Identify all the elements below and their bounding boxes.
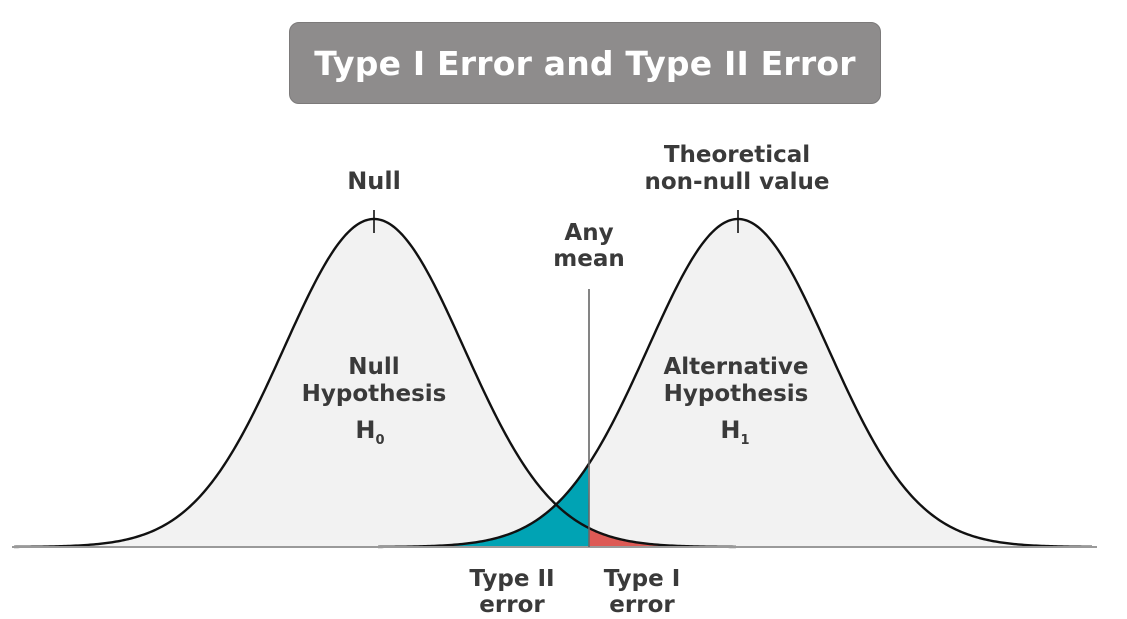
type-i-error-label-2: error [609,592,675,618]
diagram-title: Type I Error and Type II Error [314,43,856,83]
non-null-value-label: non-null value [645,169,830,195]
theoretical-label: Theoretical [664,142,810,168]
alternative-distribution-curve [377,217,1093,549]
null-peak-label: Null [347,167,401,195]
alternative-hypothesis-label: Alternative [664,354,809,380]
h1-letter: H [720,416,740,444]
h1-symbol: H1 [720,416,749,448]
type-i-error-region [589,528,720,547]
h1-subscript: 1 [741,433,750,448]
null-hypothesis-label: Null [348,354,399,380]
type-ii-error-region [400,465,589,547]
type-i-error-label: Type I [604,566,681,592]
h0-symbol: H0 [355,416,384,448]
type-ii-error-label: Type II [469,566,554,592]
null-distribution-curve [13,217,737,549]
h0-letter: H [355,416,375,444]
null-distribution-area [14,219,736,547]
mean-label: mean [553,246,624,272]
type-ii-error-label-2: error [479,592,545,618]
alternative-distribution-area [378,219,1092,547]
any-label: Any [564,220,613,246]
h0-subscript: 0 [376,433,385,448]
null-hypothesis-label-2: Hypothesis [302,381,447,407]
title-box: Type I Error and Type II Error [289,22,881,104]
alternative-hypothesis-label-2: Hypothesis [664,381,809,407]
